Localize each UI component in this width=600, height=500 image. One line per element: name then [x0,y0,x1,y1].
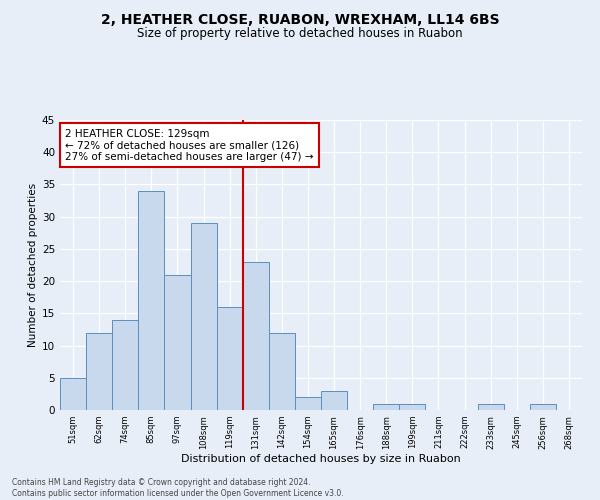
Text: Size of property relative to detached houses in Ruabon: Size of property relative to detached ho… [137,28,463,40]
Bar [321,390,347,410]
Bar [191,223,217,410]
Bar [269,332,295,410]
Text: 2 HEATHER CLOSE: 129sqm
← 72% of detached houses are smaller (126)
27% of semi-d: 2 HEATHER CLOSE: 129sqm ← 72% of detache… [65,128,314,162]
Bar [400,404,425,410]
Text: 2, HEATHER CLOSE, RUABON, WREXHAM, LL14 6BS: 2, HEATHER CLOSE, RUABON, WREXHAM, LL14 … [101,12,499,26]
Bar [112,320,139,410]
Bar [86,332,112,410]
Bar [60,378,86,410]
Bar [217,307,243,410]
Bar [242,262,269,410]
Bar [295,397,321,410]
Text: Contains HM Land Registry data © Crown copyright and database right 2024.
Contai: Contains HM Land Registry data © Crown c… [12,478,344,498]
Bar [478,404,504,410]
Bar [164,274,191,410]
Bar [139,191,164,410]
X-axis label: Distribution of detached houses by size in Ruabon: Distribution of detached houses by size … [181,454,461,464]
Y-axis label: Number of detached properties: Number of detached properties [28,183,38,347]
Bar [373,404,400,410]
Bar [530,404,556,410]
